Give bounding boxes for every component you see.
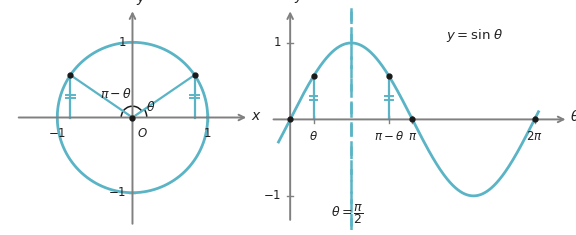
Text: $\theta = \dfrac{\pi}{2}$: $\theta = \dfrac{\pi}{2}$ — [331, 203, 364, 227]
Text: $x$: $x$ — [251, 109, 262, 123]
Text: $1$: $1$ — [118, 36, 127, 49]
Text: $\theta$: $\theta$ — [570, 109, 576, 124]
Text: $\pi-\theta$: $\pi-\theta$ — [100, 87, 132, 101]
Text: $y$: $y$ — [137, 0, 147, 7]
Text: $\theta$: $\theta$ — [146, 100, 155, 114]
Text: $1$: $1$ — [203, 127, 212, 140]
Text: $2\pi$: $2\pi$ — [526, 130, 543, 143]
Text: $\pi$: $\pi$ — [408, 130, 417, 143]
Text: $-1$: $-1$ — [48, 127, 66, 140]
Text: $y$: $y$ — [294, 0, 305, 5]
Text: $\theta$: $\theta$ — [309, 130, 318, 143]
Text: $y = \sin\,\theta$: $y = \sin\,\theta$ — [446, 27, 503, 44]
Text: $-1$: $-1$ — [108, 186, 127, 199]
Text: $O$: $O$ — [137, 127, 148, 140]
Text: $\pi-\theta$: $\pi-\theta$ — [374, 130, 404, 143]
Text: $-1$: $-1$ — [263, 189, 282, 202]
Text: $1$: $1$ — [273, 36, 282, 49]
